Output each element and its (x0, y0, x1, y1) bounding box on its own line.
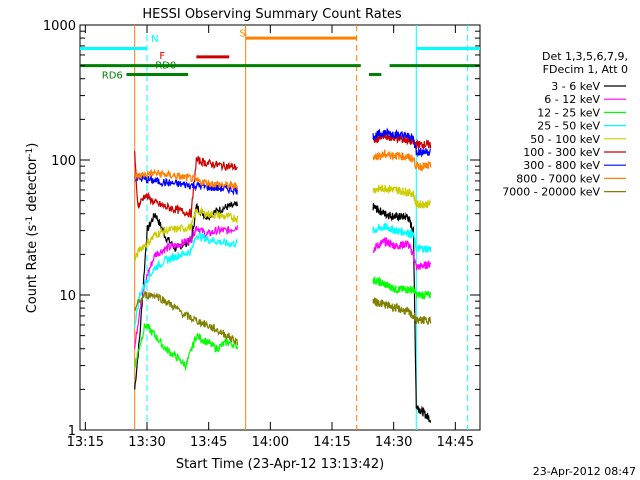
series-line (372, 184, 431, 210)
series-line (134, 225, 239, 349)
x-tick-label: 13:15 (67, 435, 104, 450)
y-axis-ticks: 1 10 100 1000 (43, 19, 480, 439)
flag-label-s: S (240, 28, 246, 39)
y-tick-label: 100 (51, 154, 76, 169)
legend-label: 7000 - 20000 keV (502, 186, 600, 199)
series-line (134, 206, 239, 262)
legend-label: 800 - 7000 keV (516, 172, 600, 185)
series-line (372, 203, 432, 423)
flag-label-n: N (151, 34, 158, 45)
series-line (372, 275, 432, 301)
series-line (372, 222, 432, 253)
legend-label: 6 - 12 keV (544, 93, 600, 106)
observing-flags: NF S RD0 RD6 (80, 28, 480, 81)
y-tick-label: 1 (68, 424, 76, 439)
y-axis-label: Count Rate (s-1 detector-1) (25, 143, 40, 314)
x-tick-label: 14:00 (252, 435, 289, 450)
legend-label: 25 - 50 keV (537, 120, 600, 133)
series-line (134, 322, 239, 372)
legend-label: 12 - 25 keV (537, 106, 600, 119)
x-tick-label: 14:45 (437, 435, 474, 450)
series-line (134, 232, 238, 329)
flag-label-rd6: RD6 (102, 70, 123, 81)
vertical-markers (134, 25, 469, 430)
series-group (134, 127, 432, 423)
legend-label: 3 - 6 keV (551, 80, 600, 93)
chart-title: HESSI Observing Summary Count Rates (142, 7, 401, 22)
legend: Det 1,3,5,6,7,9,FDecim 1, Att 0 3 - 6 keV… (502, 50, 628, 199)
x-tick-label: 14:15 (313, 435, 350, 450)
series-line (372, 127, 431, 158)
plot-frame (79, 24, 481, 431)
flag-label-f: F (159, 51, 165, 62)
legend-header: Det 1,3,5,6,7,9, (542, 50, 628, 63)
x-axis-label: Start Time (23-Apr-12 13:13:42) (176, 457, 384, 472)
y-tick-label: 1000 (43, 19, 76, 34)
series-line (134, 151, 238, 218)
legend-header: FDecim 1, Att 0 (543, 63, 628, 76)
series-line (134, 290, 239, 345)
y-tick-label: 10 (59, 289, 76, 304)
timestamp: 23-Apr-2012 08:47 (533, 465, 636, 478)
x-tick-label: 13:45 (190, 435, 227, 450)
series-line (372, 148, 432, 173)
x-tick-label: 14:30 (375, 435, 412, 450)
legend-label: 300 - 800 keV (523, 159, 600, 172)
x-axis-ticks: 13:15 13:30 13:45 14:00 14:15 14:30 14:45 (67, 25, 474, 450)
series-line (134, 173, 239, 196)
series-line (372, 297, 432, 325)
series-line (134, 200, 239, 390)
series-line (372, 237, 432, 271)
legend-label: 100 - 300 keV (523, 146, 600, 159)
x-tick-label: 13:30 (128, 435, 165, 450)
flag-label-rd0: RD0 (155, 60, 176, 71)
series-line (134, 168, 239, 191)
legend-label: 50 - 100 keV (530, 133, 600, 146)
